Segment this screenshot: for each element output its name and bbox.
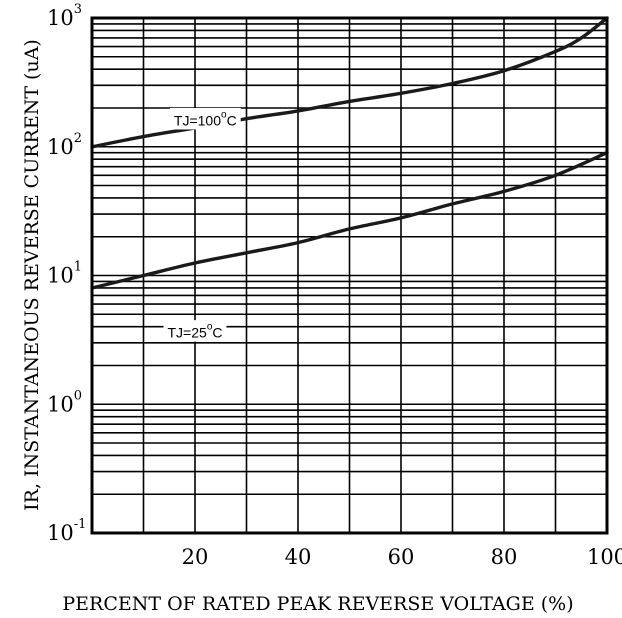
series-annotation-bg (163, 320, 227, 342)
series-annotation-1: TJ=25oC (168, 321, 223, 341)
x-axis-label: PERCENT OF RATED PEAK REVERSE VOLTAGE (%… (62, 593, 573, 615)
y-tick-label: 10-1 (47, 517, 86, 545)
plot-frame (90, 16, 609, 535)
series-line-1 (90, 150, 609, 290)
y-tick-label: 102 (47, 131, 82, 159)
y-tick-label: 103 (47, 2, 82, 30)
grid (92, 18, 607, 533)
x-tick-label: 60 (388, 545, 415, 569)
series-annotation-0: TJ=100oC (174, 109, 237, 128)
x-tick-label: 80 (491, 545, 518, 569)
series-annotation-bg (169, 107, 241, 130)
x-tick-label: 40 (285, 545, 312, 569)
x-tick-label: 100 (587, 545, 622, 569)
x-tick-label: 20 (182, 545, 209, 569)
y-axis-label: IR, INSTANTANEOUS REVERSE CURRENT (uA) (21, 39, 43, 511)
y-tick-label: 101 (47, 260, 82, 288)
series-annotations: TJ=100oC TJ=25oC (163, 107, 241, 342)
x-tick-labels: 20 40 60 80 100 (182, 545, 622, 569)
y-tick-labels: 10-1 100 101 102 103 (47, 2, 86, 545)
y-tick-label: 100 (47, 388, 82, 416)
